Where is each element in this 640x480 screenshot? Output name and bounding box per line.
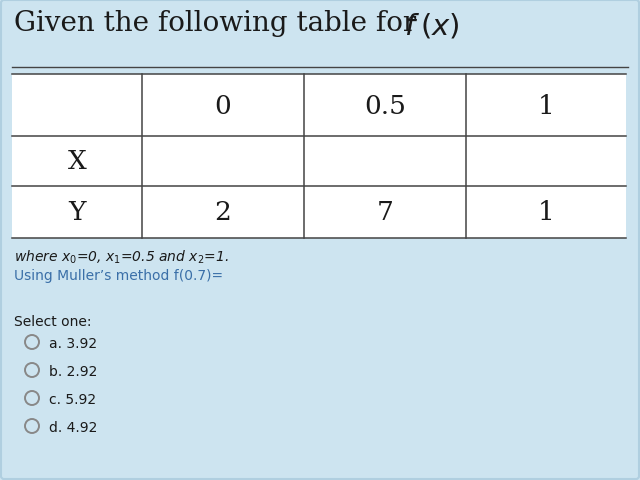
Text: a. 3.92: a. 3.92 xyxy=(49,336,97,350)
Text: 2: 2 xyxy=(214,200,232,225)
Text: 0.5: 0.5 xyxy=(364,93,406,118)
Text: 1: 1 xyxy=(538,200,554,225)
Text: X: X xyxy=(68,149,86,174)
Text: Using Muller’s method f(0.7)=: Using Muller’s method f(0.7)= xyxy=(14,268,223,282)
Text: Y: Y xyxy=(68,200,86,225)
Text: d. 4.92: d. 4.92 xyxy=(49,420,97,434)
Text: b. 2.92: b. 2.92 xyxy=(49,364,97,378)
Text: 0: 0 xyxy=(214,93,232,118)
FancyBboxPatch shape xyxy=(12,75,626,239)
Text: Given the following table for: Given the following table for xyxy=(14,10,425,37)
Text: $\it{f}$ $\it{(x)}$: $\it{f}$ $\it{(x)}$ xyxy=(404,11,460,40)
Text: Select one:: Select one: xyxy=(14,314,92,328)
Text: 1: 1 xyxy=(538,93,554,118)
Text: where $x_0$=0, $x_1$=0.5 and $x_2$=1.: where $x_0$=0, $x_1$=0.5 and $x_2$=1. xyxy=(14,249,228,266)
Text: 7: 7 xyxy=(376,200,394,225)
Text: c. 5.92: c. 5.92 xyxy=(49,392,96,406)
